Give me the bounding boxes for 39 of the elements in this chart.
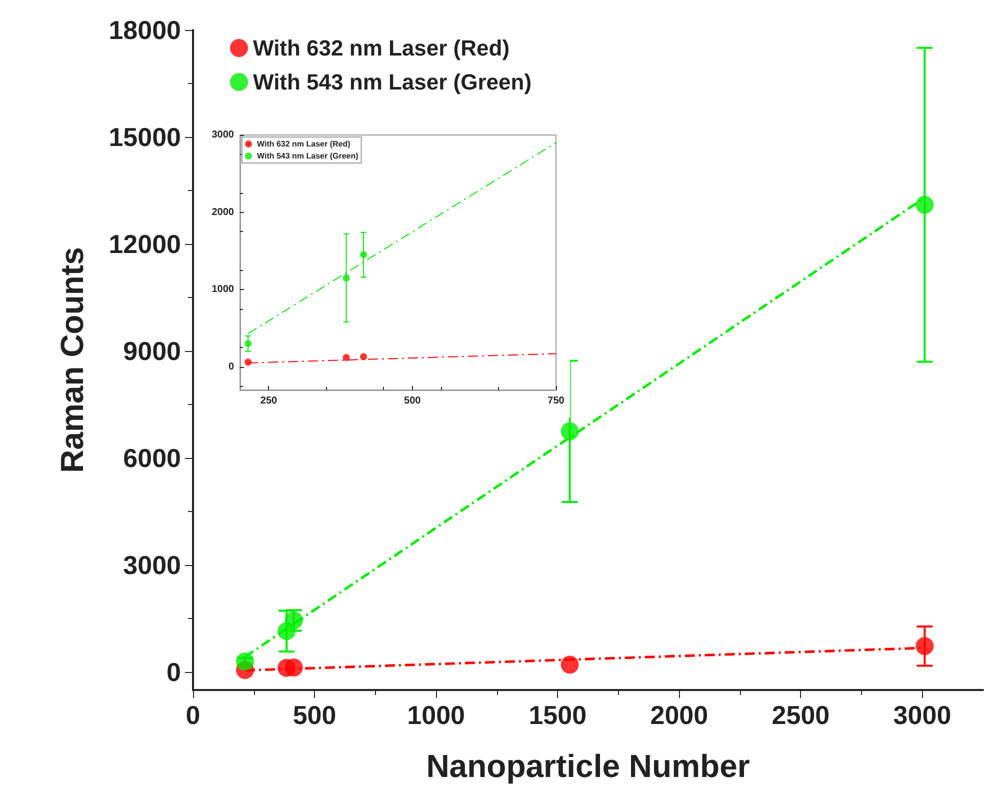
point: [360, 353, 368, 360]
y-tick-label: 1000: [212, 284, 234, 296]
x-tick-label: 0: [186, 700, 200, 730]
point: [916, 196, 934, 214]
x-axis-title: Nanoparticle Number: [426, 748, 750, 784]
point: [284, 658, 303, 677]
point: [236, 652, 254, 670]
x-tick-label: 500: [292, 700, 336, 730]
x-tick-label: 750: [548, 396, 565, 406]
x-tick-label: 1000: [407, 700, 465, 730]
y-tick-label: 2000: [212, 206, 234, 218]
y-tick-label: 0: [166, 657, 181, 688]
y-tick-label: 18000: [108, 15, 181, 45]
x-tick-label: 2500: [772, 700, 830, 730]
y-tick-label: 6000: [123, 443, 181, 474]
x-tick-label: 1500: [528, 700, 587, 730]
point: [916, 637, 934, 656]
y-tick-label: 0: [228, 361, 234, 372]
point: [244, 340, 252, 348]
point: [244, 358, 252, 366]
x-tick-label: 500: [404, 396, 422, 406]
point: [560, 422, 579, 440]
x-tick-label: 250: [260, 396, 278, 406]
point: [560, 656, 579, 674]
x-tick-label: 3000: [893, 700, 952, 730]
point: [342, 274, 350, 282]
legend-label: With 632 nm Laser (Red): [257, 140, 351, 148]
y-tick-label: 3000: [123, 550, 181, 580]
y-axis-title: Raman Counts: [54, 247, 90, 473]
y-tick-label: 12000: [108, 229, 181, 260]
legend-label: With 632 nm Laser (Red): [253, 36, 510, 60]
y-tick-label: 15000: [108, 122, 181, 152]
legend-label: With 543 nm Laser (Green): [253, 70, 532, 94]
legend-label: With 543 nm Laser (Green): [257, 152, 359, 160]
point: [342, 354, 350, 362]
y-tick-label: 9000: [123, 336, 181, 366]
y-tick-label: 3000: [212, 130, 234, 140]
point: [360, 251, 368, 258]
x-tick-label: 2000: [650, 700, 708, 730]
